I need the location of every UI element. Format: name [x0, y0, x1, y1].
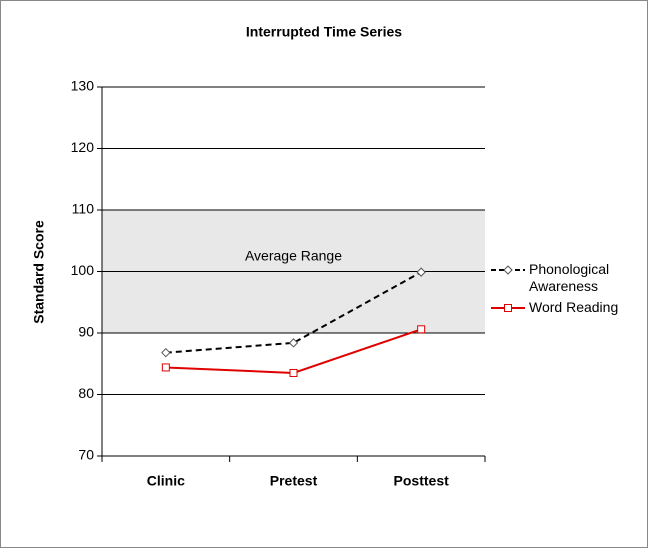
- y-axis-label: Standard Score: [31, 220, 47, 324]
- x-tick-label: Pretest: [270, 473, 318, 489]
- y-tick-label: 90: [78, 324, 94, 340]
- legend-label: Word Reading: [529, 299, 619, 315]
- legend-marker: [504, 304, 512, 312]
- point-marker: [288, 338, 299, 348]
- y-tick-label: 120: [71, 139, 95, 155]
- point-marker: [416, 267, 426, 277]
- y-tick-label: 100: [71, 262, 95, 278]
- chart-title: Interrupted Time Series: [246, 24, 402, 40]
- y-tick-label: 110: [72, 201, 95, 217]
- x-tick-label: Clinic: [147, 473, 185, 489]
- point-marker: [161, 363, 170, 372]
- legend-label: Phonological Awareness: [529, 261, 610, 294]
- y-tick-label: 130: [71, 78, 95, 94]
- series-line: [165, 271, 422, 354]
- point-marker: [417, 325, 426, 334]
- legend-marker: [503, 265, 513, 275]
- point-marker: [289, 368, 298, 377]
- y-tick-label: 80: [78, 385, 94, 401]
- point-marker: [161, 347, 171, 358]
- range-label: Average Range: [245, 248, 342, 264]
- y-tick-label: 70: [78, 447, 94, 463]
- x-tick-label: Posttest: [394, 473, 450, 489]
